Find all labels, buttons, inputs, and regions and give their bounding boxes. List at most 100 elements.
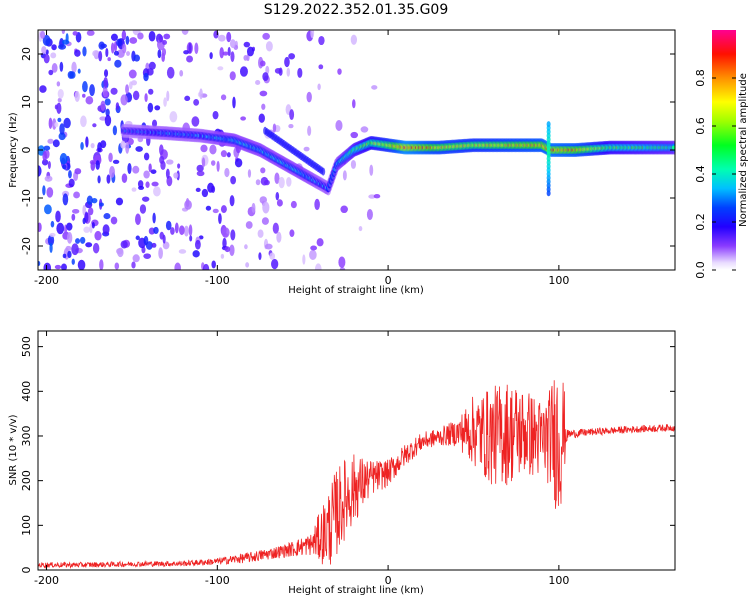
spectrogram-noise-blob xyxy=(99,202,104,207)
colorbar-tick-label: 0.4 xyxy=(694,165,707,183)
spectrogram-noise-blob xyxy=(217,66,224,71)
spectrogram-noise-blob xyxy=(57,88,64,99)
spectrogram-noise-blob xyxy=(71,258,75,265)
spectrogram-marks xyxy=(38,30,675,270)
spectrogram-noise-blob xyxy=(226,152,231,158)
spectrogram-noise-blob xyxy=(74,168,82,175)
spectrogram-noise-blob xyxy=(358,226,363,232)
spectrogram-noise-blob xyxy=(216,160,220,172)
spectrogram-noise-blob xyxy=(82,217,86,225)
spectrogram-noise-blob xyxy=(104,98,111,106)
spectrogram-noise-blob xyxy=(86,30,95,36)
spectrogram-noise-blob xyxy=(257,229,264,238)
spectrogram-noise-blob xyxy=(371,85,378,90)
spectrogram-noise-blob xyxy=(150,169,157,174)
spectrogram-noise-blob xyxy=(40,30,46,39)
spectrogram-ytick-label: 20 xyxy=(20,47,33,61)
spectrogram-noise-blob xyxy=(230,51,235,63)
spectrogram-noise-blob xyxy=(71,208,80,214)
spectrogram-noise-blob xyxy=(114,59,122,68)
spectrogram-noise-blob xyxy=(245,262,250,268)
spectrogram-noise-blob xyxy=(317,83,321,91)
spectrogram-noise-blob xyxy=(230,175,237,185)
spectrogram-noise-blob xyxy=(135,213,141,226)
spectrogram-noise-blob xyxy=(103,91,109,98)
spectrogram-noise-blob xyxy=(122,43,127,54)
spectrogram-noise-blob xyxy=(255,179,261,186)
spectrogram-noise-blob xyxy=(100,100,106,112)
spectrogram-noise-blob xyxy=(261,103,266,110)
spectrogram-xtick-label: -100 xyxy=(205,274,230,287)
spectrogram-noise-blob xyxy=(218,213,222,225)
spectrogram-noise-blob xyxy=(284,56,290,68)
snr-ytick-label: 400 xyxy=(20,381,33,402)
spectrogram-noise-blob xyxy=(137,32,144,40)
spectrogram-noise-blob xyxy=(61,30,66,35)
spectrogram-noise-blob xyxy=(188,224,193,237)
spectrogram-noise-blob xyxy=(269,252,276,260)
spectrogram-noise-blob xyxy=(56,81,61,87)
spectrogram-noise-blob xyxy=(139,204,147,214)
spectrogram-noise-blob xyxy=(132,165,140,174)
spectrogram-noise-blob xyxy=(306,91,312,103)
spectrogram-noise-blob xyxy=(210,160,216,166)
spectrogram-noise-blob xyxy=(89,84,95,97)
spectrogram-noise-blob xyxy=(68,170,72,179)
spectrogram-noise-blob xyxy=(110,33,118,41)
spectrogram-noise-blob xyxy=(177,163,181,169)
spectrogram-noise-blob xyxy=(218,34,226,42)
spectrogram-noise-blob xyxy=(50,52,57,59)
spectrogram-noise-blob xyxy=(178,225,185,236)
spectrogram-noise-blob xyxy=(135,146,143,152)
spectrogram-noise-blob xyxy=(303,146,310,152)
spectrogram-noise-blob xyxy=(170,227,175,235)
spectrogram-noise-blob xyxy=(153,226,159,234)
spectrogram-noise-blob xyxy=(71,61,77,73)
spectrogram-noise-blob xyxy=(194,42,199,55)
spectrogram-noise-blob xyxy=(125,141,130,154)
spectrogram-noise-blob xyxy=(148,61,156,70)
spectrogram-noise-blob xyxy=(117,247,124,258)
spectrogram-noise-blob xyxy=(183,225,189,237)
spectrogram-xtick-label: 0 xyxy=(385,274,392,287)
spectrogram-noise-blob xyxy=(339,267,346,270)
spectrogram-noise-blob xyxy=(310,245,318,251)
colorbar-gradient xyxy=(712,30,736,270)
snr-xtick-label: -200 xyxy=(34,574,59,587)
spectrogram-noise-blob xyxy=(59,123,65,135)
spectrogram-noise-blob xyxy=(366,209,373,221)
spectrogram-noise-blob xyxy=(90,143,95,149)
spectrogram-noise-blob xyxy=(262,72,269,82)
spectrogram-noise-blob xyxy=(94,230,102,241)
spectrogram-noise-blob xyxy=(90,160,96,171)
spectrogram-noise-blob xyxy=(191,116,200,127)
spectrogram-noise-blob xyxy=(103,76,108,89)
colorbar-tick-label: 0.8 xyxy=(694,69,707,87)
figure-title: S129.2022.352.01.35.G09 xyxy=(264,2,449,18)
spectrogram-noise-blob xyxy=(49,232,56,237)
spectrogram-noise-blob xyxy=(244,244,248,250)
spectrogram-noise-blob xyxy=(47,138,54,144)
spectrogram-noise-blob xyxy=(113,50,120,56)
spectrogram-noise-blob xyxy=(43,145,51,151)
spectrogram-noise-blob xyxy=(229,195,235,207)
spectrogram-noise-blob xyxy=(62,164,67,170)
spectrogram-noise-blob xyxy=(71,213,76,221)
spectrogram-noise-blob xyxy=(85,242,93,248)
spectrogram-noise-blob xyxy=(179,69,184,77)
spectrogram-noise-blob xyxy=(154,105,161,111)
spectrogram-ytick-label: 10 xyxy=(20,95,33,109)
spectrogram-noise-blob xyxy=(209,52,213,60)
spectrogram-noise-blob xyxy=(68,178,75,188)
spectrogram-noise-blob xyxy=(166,66,175,79)
spectrogram-noise-blob xyxy=(91,222,95,229)
spectrogram-noise-blob xyxy=(121,30,127,41)
spectrogram-noise-blob xyxy=(158,247,163,260)
spectrogram-noise-blob xyxy=(201,188,209,198)
spectrogram-noise-blob xyxy=(230,229,236,241)
spectrogram-noise-blob xyxy=(286,67,291,77)
spectrogram-noise-blob xyxy=(335,120,343,131)
spectrogram-noise-blob xyxy=(92,242,100,254)
